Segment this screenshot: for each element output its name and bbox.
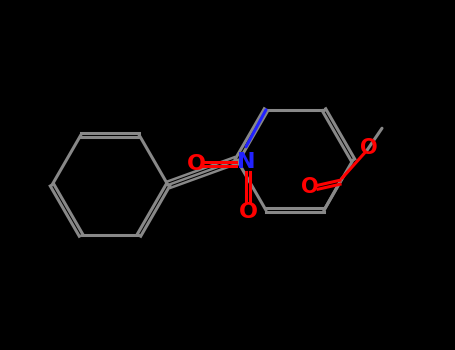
- Text: O: O: [238, 202, 258, 222]
- Text: O: O: [187, 154, 206, 174]
- Text: N: N: [237, 152, 255, 172]
- Text: O: O: [301, 177, 319, 197]
- Text: O: O: [360, 138, 378, 158]
